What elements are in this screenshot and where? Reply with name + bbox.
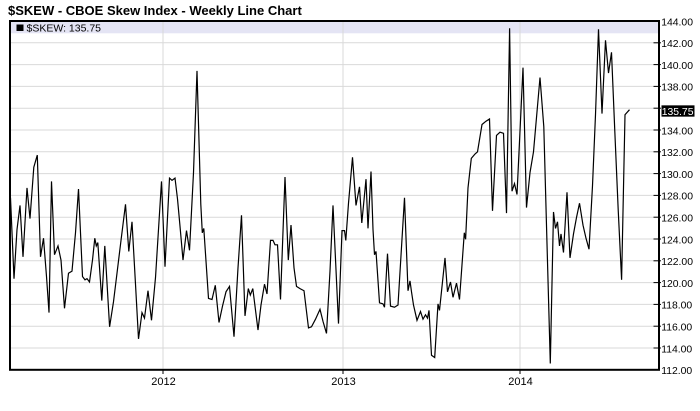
svg-text:128.00: 128.00 <box>661 192 693 203</box>
svg-text:2014: 2014 <box>508 376 532 388</box>
svg-text:2012: 2012 <box>151 376 175 388</box>
svg-text:$SKEW - CBOE Skew Index - Week: $SKEW - CBOE Skew Index - Weekly Line Ch… <box>8 3 302 18</box>
svg-text:114.00: 114.00 <box>661 344 692 355</box>
svg-text:$SKEW: 135.75: $SKEW: 135.75 <box>27 22 102 34</box>
svg-text:138.00: 138.00 <box>661 83 693 94</box>
svg-text:112.00: 112.00 <box>661 366 692 377</box>
svg-text:144.00: 144.00 <box>661 17 693 28</box>
svg-text:140.00: 140.00 <box>661 61 693 72</box>
svg-text:132.00: 132.00 <box>661 148 693 159</box>
svg-text:130.00: 130.00 <box>661 170 693 181</box>
svg-text:122.00: 122.00 <box>661 257 693 268</box>
svg-text:142.00: 142.00 <box>661 39 693 50</box>
svg-text:2013: 2013 <box>331 376 355 388</box>
svg-text:118.00: 118.00 <box>661 301 692 312</box>
svg-text:124.00: 124.00 <box>661 235 693 246</box>
svg-text:126.00: 126.00 <box>661 214 693 225</box>
svg-text:135.75: 135.75 <box>662 107 694 118</box>
svg-text:116.00: 116.00 <box>661 323 692 334</box>
svg-text:134.00: 134.00 <box>661 126 693 137</box>
svg-text:120.00: 120.00 <box>661 279 693 290</box>
